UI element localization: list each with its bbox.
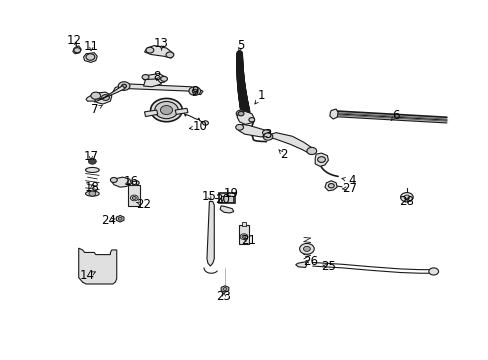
Polygon shape [116, 216, 123, 222]
Text: 11: 11 [84, 40, 99, 53]
Polygon shape [144, 45, 173, 58]
Circle shape [142, 75, 149, 80]
Ellipse shape [160, 105, 172, 114]
Text: 24: 24 [101, 214, 116, 227]
Circle shape [236, 110, 245, 117]
Text: 14: 14 [80, 269, 95, 282]
Bar [132, 181, 136, 185]
Circle shape [192, 89, 197, 93]
Ellipse shape [132, 197, 136, 199]
Ellipse shape [85, 167, 99, 172]
Circle shape [133, 181, 139, 185]
Text: 10: 10 [192, 121, 206, 134]
Circle shape [400, 193, 412, 202]
Polygon shape [73, 46, 81, 54]
Circle shape [74, 48, 81, 53]
Circle shape [248, 118, 254, 122]
Text: 7: 7 [91, 103, 99, 116]
Text: 25: 25 [321, 260, 336, 273]
Text: 2: 2 [279, 148, 286, 161]
Circle shape [403, 195, 409, 199]
Text: 21: 21 [241, 234, 255, 247]
Polygon shape [175, 108, 187, 114]
Circle shape [88, 158, 96, 164]
Polygon shape [221, 286, 228, 292]
Text: 13: 13 [154, 37, 169, 50]
Circle shape [118, 82, 130, 90]
Ellipse shape [240, 234, 247, 239]
Ellipse shape [85, 191, 99, 196]
Bar [219, 193, 234, 203]
Ellipse shape [155, 102, 178, 119]
Text: 6: 6 [391, 109, 399, 122]
Text: 19: 19 [223, 187, 238, 200]
Circle shape [188, 87, 200, 95]
Circle shape [122, 84, 126, 88]
Circle shape [235, 125, 243, 130]
Circle shape [91, 92, 101, 99]
Text: 22: 22 [136, 198, 151, 211]
Circle shape [165, 52, 173, 58]
Circle shape [160, 76, 167, 81]
Text: 12: 12 [67, 34, 81, 48]
Polygon shape [94, 86, 125, 102]
Text: 23: 23 [216, 290, 231, 303]
Polygon shape [79, 248, 117, 284]
Text: 18: 18 [85, 181, 100, 194]
Polygon shape [144, 110, 158, 117]
Polygon shape [325, 181, 336, 191]
Ellipse shape [130, 195, 138, 201]
Polygon shape [237, 111, 254, 125]
Text: 27: 27 [341, 182, 356, 195]
Text: 1: 1 [257, 89, 265, 102]
Circle shape [428, 268, 438, 275]
Circle shape [299, 243, 314, 254]
Circle shape [223, 288, 226, 291]
Text: 8: 8 [153, 69, 160, 82]
Circle shape [86, 54, 95, 60]
Bar [221, 196, 232, 202]
Circle shape [262, 130, 270, 135]
Polygon shape [206, 202, 214, 266]
Polygon shape [113, 84, 203, 95]
Circle shape [110, 177, 117, 183]
Polygon shape [143, 73, 166, 83]
Ellipse shape [242, 235, 245, 238]
Polygon shape [83, 53, 97, 62]
Circle shape [238, 112, 244, 116]
Text: 9: 9 [191, 85, 198, 98]
Circle shape [303, 246, 310, 251]
Text: 17: 17 [83, 150, 98, 163]
Circle shape [118, 217, 122, 220]
Text: 3: 3 [263, 127, 270, 141]
Text: 20: 20 [214, 193, 229, 206]
Text: 28: 28 [399, 195, 413, 208]
Circle shape [317, 157, 325, 162]
Circle shape [263, 133, 272, 140]
Bar [238, 225, 249, 244]
Text: 16: 16 [123, 175, 139, 188]
Circle shape [306, 147, 316, 154]
Text: 5: 5 [237, 39, 244, 52]
Polygon shape [112, 177, 131, 187]
Circle shape [328, 184, 333, 188]
Polygon shape [86, 92, 112, 104]
Bar [128, 185, 140, 206]
Circle shape [89, 191, 96, 196]
Polygon shape [237, 125, 267, 137]
Text: 26: 26 [302, 255, 317, 268]
Polygon shape [315, 153, 328, 166]
Circle shape [102, 95, 109, 100]
Ellipse shape [150, 98, 182, 122]
Text: 4: 4 [347, 174, 355, 187]
Text: 15: 15 [201, 190, 216, 203]
Circle shape [146, 47, 154, 53]
Polygon shape [143, 79, 161, 87]
Polygon shape [220, 206, 233, 213]
Polygon shape [267, 133, 313, 154]
Polygon shape [329, 109, 337, 119]
Polygon shape [295, 262, 306, 267]
Bar [242, 222, 245, 226]
Circle shape [202, 121, 208, 125]
